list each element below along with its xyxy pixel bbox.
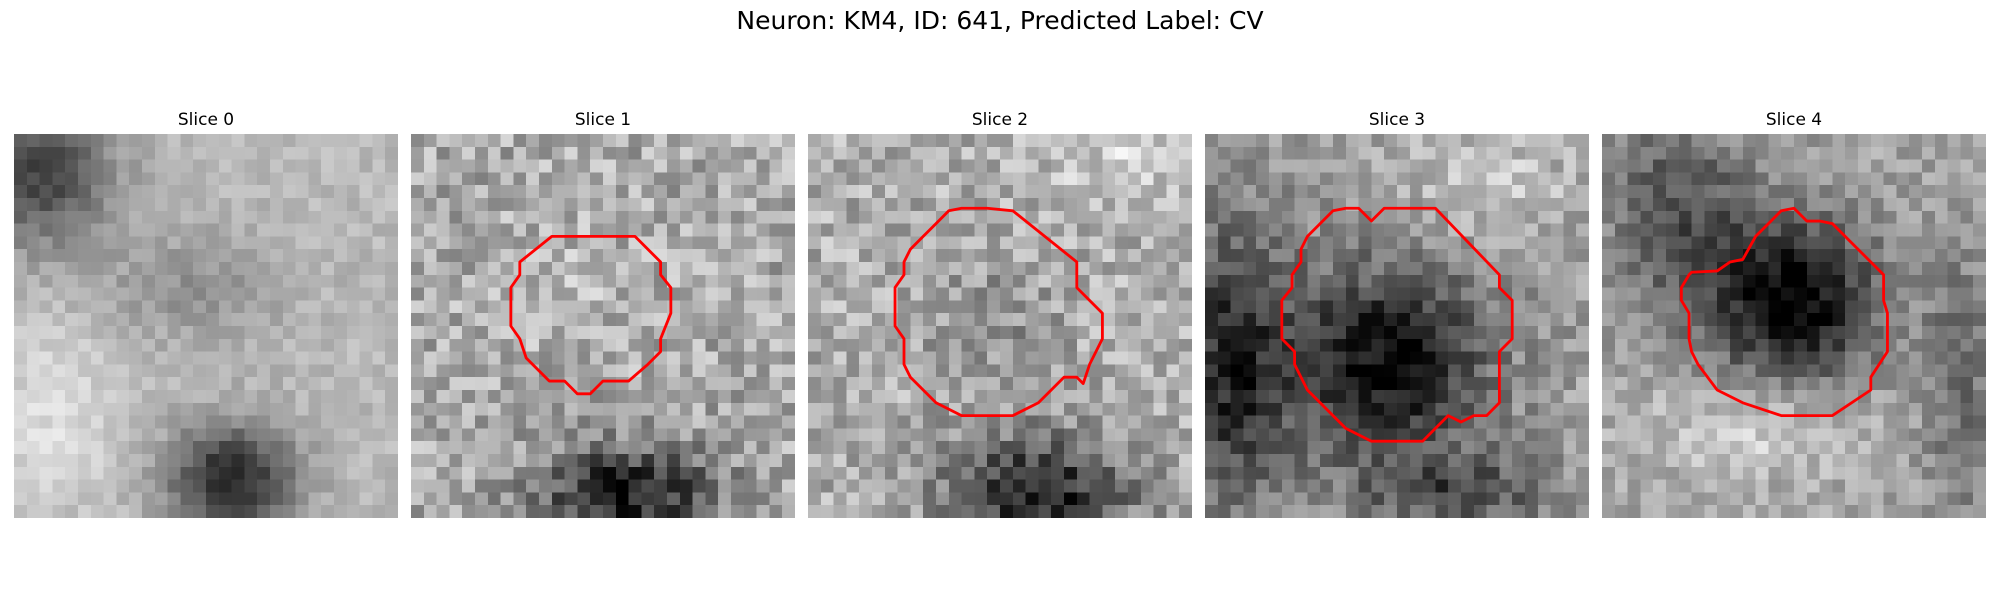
slice-title-2: Slice 2 <box>971 110 1029 130</box>
slice-title-1: Slice 1 <box>574 110 632 130</box>
slice-panel-2: Slice 2 <box>808 108 1192 518</box>
slice-title-3: Slice 3 <box>1368 110 1426 130</box>
slice-title-0: Slice 0 <box>177 110 235 130</box>
slice-image-0 <box>14 134 398 518</box>
slice-image-4 <box>1602 134 1986 518</box>
figure-title: Neuron: KM4, ID: 641, Predicted Label: C… <box>736 6 1264 35</box>
contour-outline-2 <box>893 206 1104 418</box>
contour-outline-4 <box>1679 206 1889 418</box>
slice-title-4: Slice 4 <box>1765 110 1823 130</box>
slice-panel-0: Slice 0 <box>14 108 398 518</box>
slice-panel-4: Slice 4 <box>1602 108 1986 518</box>
slice-panel-1: Slice 1 <box>411 108 795 518</box>
contour-outline-3 <box>1280 206 1514 443</box>
contour-outline-1 <box>509 234 673 396</box>
slice-image-2 <box>808 134 1192 518</box>
slice-image-3 <box>1205 134 1589 518</box>
slice-image-1 <box>411 134 795 518</box>
slice-panel-3: Slice 3 <box>1205 108 1589 518</box>
